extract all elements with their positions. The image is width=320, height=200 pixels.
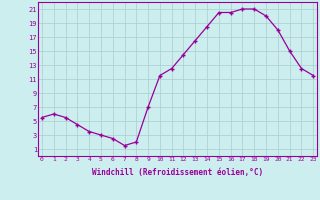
X-axis label: Windchill (Refroidissement éolien,°C): Windchill (Refroidissement éolien,°C): [92, 168, 263, 177]
